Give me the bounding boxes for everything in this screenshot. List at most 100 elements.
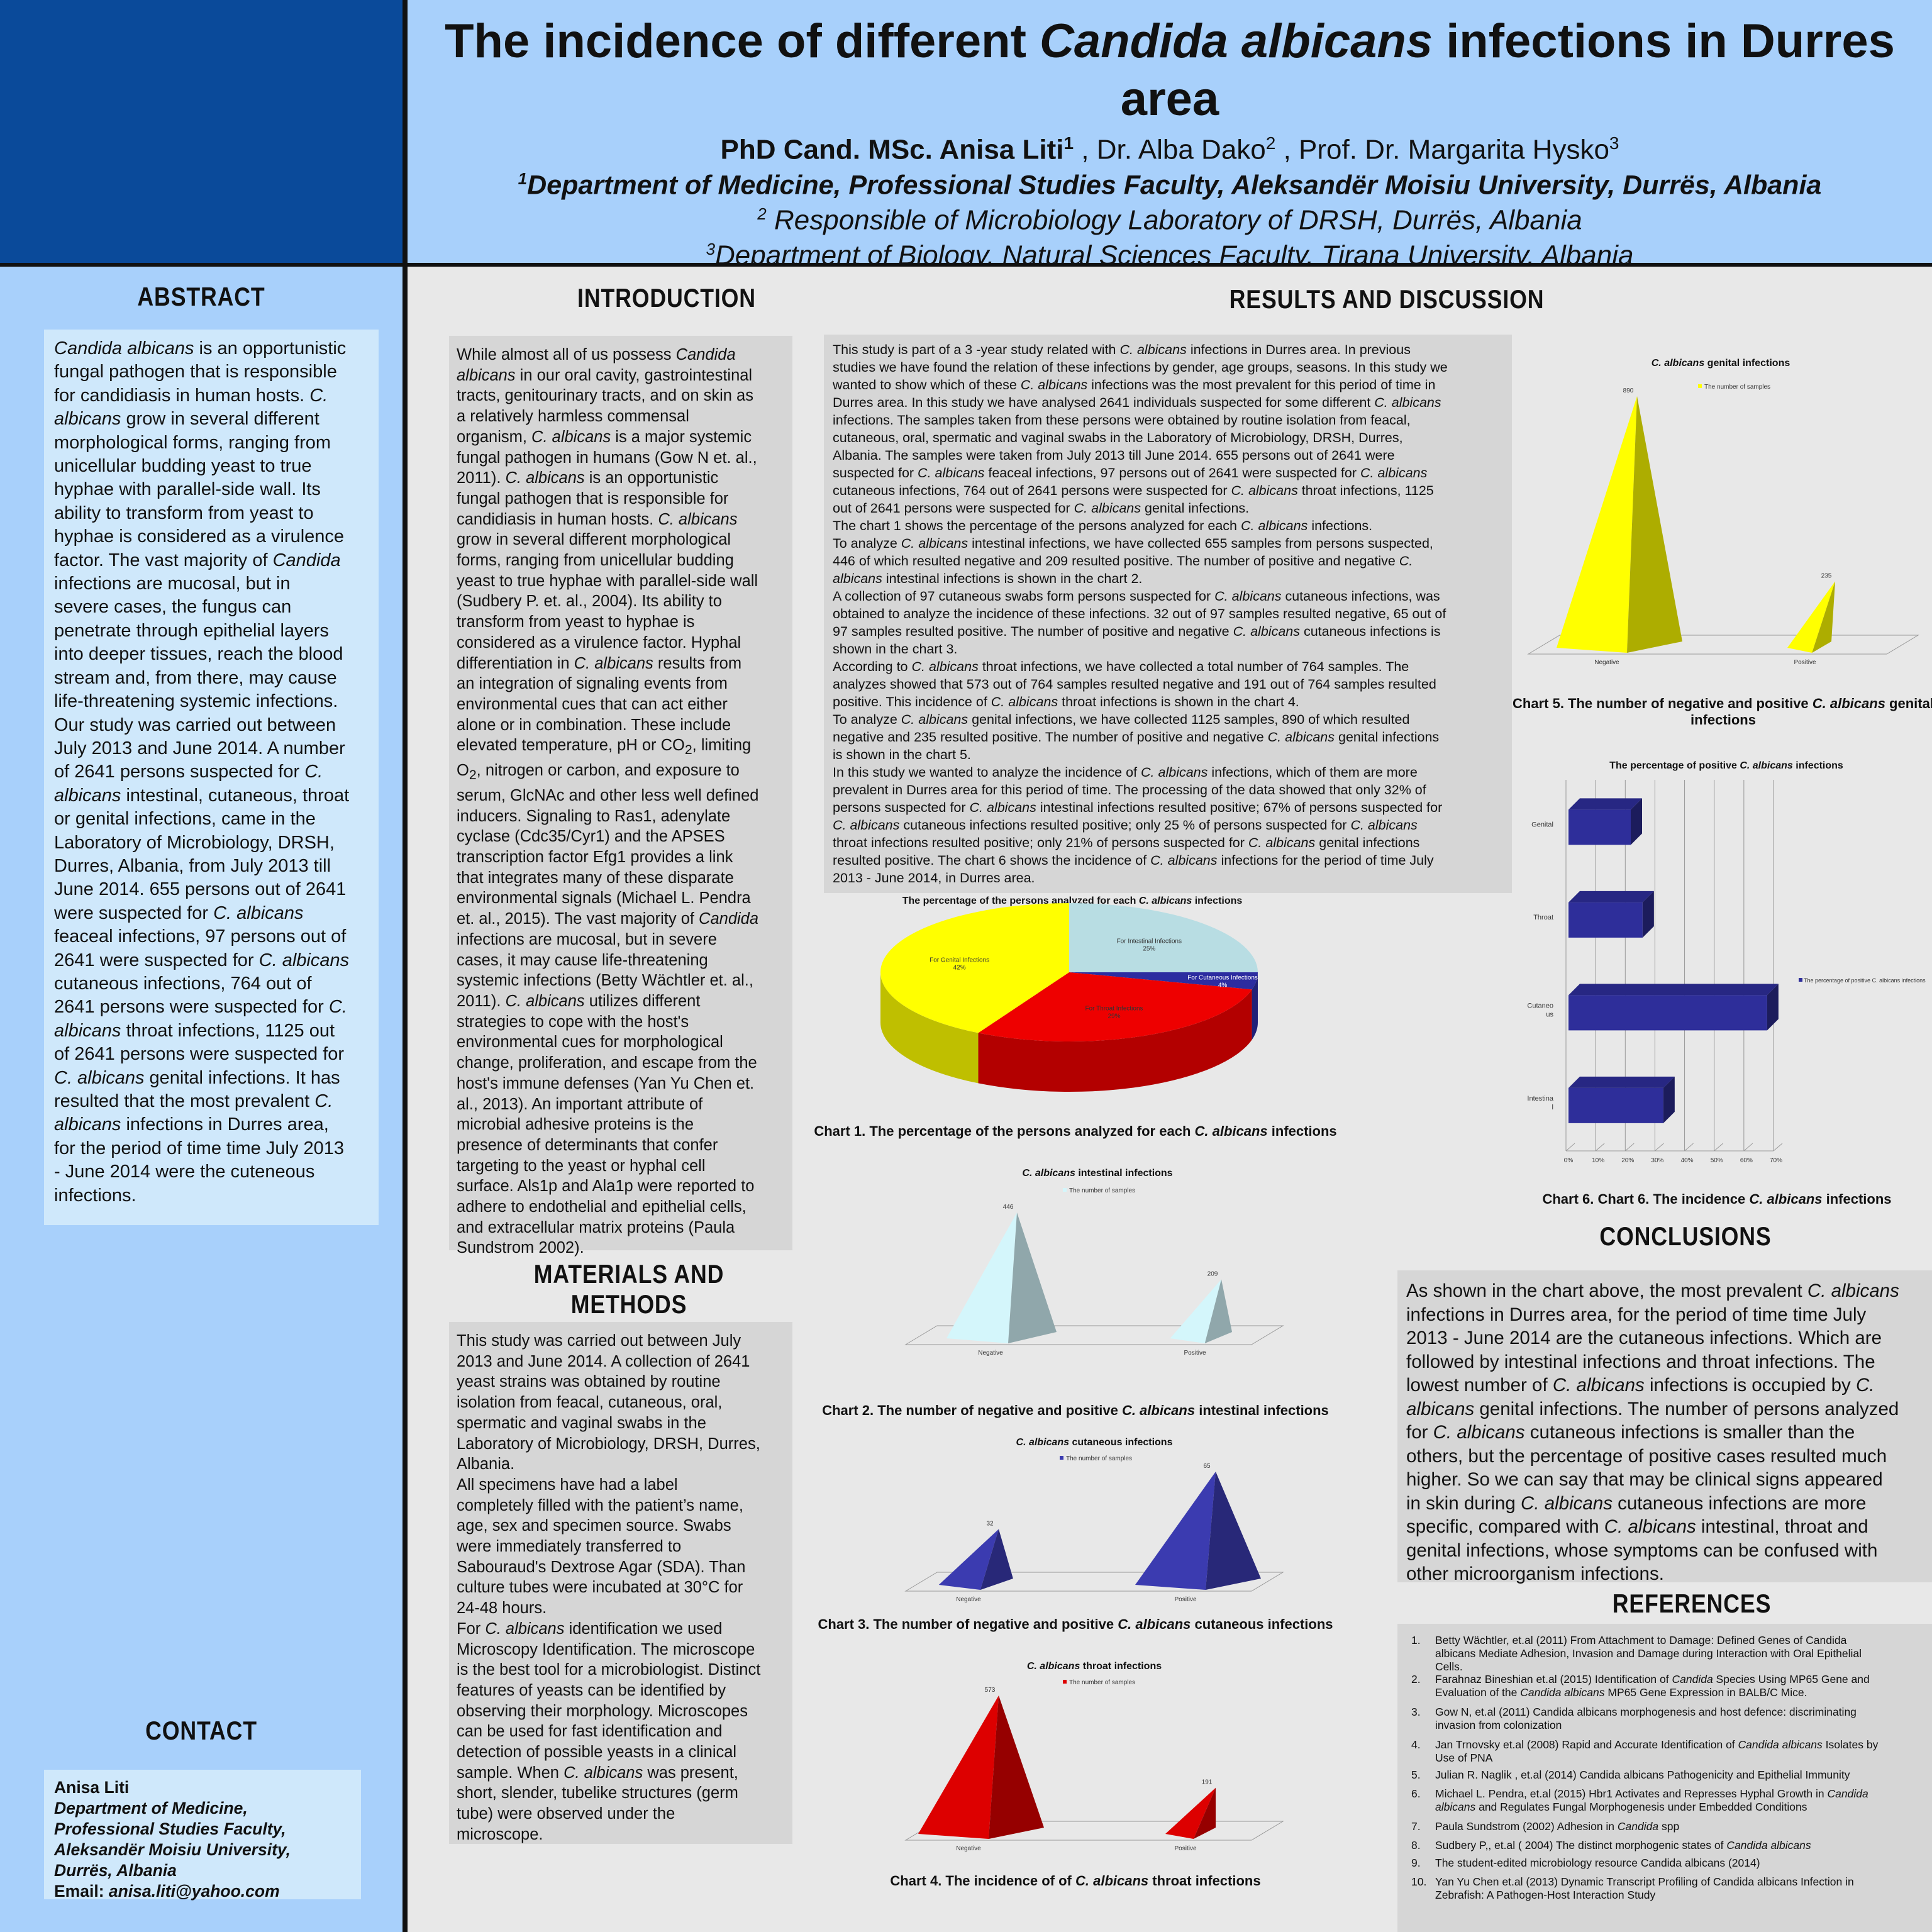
- introduction-line: fungal pathogen in humans (Gow N et. al.…: [457, 448, 757, 467]
- abstract-line: Laboratory of Microbiology, DRSH,: [54, 832, 335, 853]
- results-line: prevalent in Durres area for this period…: [833, 782, 1426, 797]
- bar-throat-top: [1568, 891, 1654, 902]
- pyramid-negative-front: [1557, 396, 1637, 653]
- reference-text: Jan Trnovsky et.al (2008) Rapid and Accu…: [1435, 1738, 1879, 1764]
- chart2-caption: Chart 2. The number of negative and posi…: [786, 1402, 1365, 1419]
- chart3-caption: Chart 3. The number of negative and posi…: [786, 1616, 1365, 1633]
- introduction-line: environmental cues that can act either: [457, 695, 728, 713]
- introduction-line: presence of determinants that confer: [457, 1136, 718, 1154]
- results-line: analyzes showed that 573 out of 764 samp…: [833, 677, 1436, 692]
- pie-slice-for-genital-infections: [880, 903, 1069, 1033]
- abstract-line: factor. The vast majority of Candida: [54, 550, 341, 570]
- methods-line: For C. albicans identification we used: [457, 1619, 723, 1638]
- introduction-line: adhere to endothelial and epithelial cel…: [457, 1198, 747, 1216]
- x-tick-label: 50%: [1711, 1157, 1723, 1164]
- aff-2-sup: 2: [757, 204, 767, 223]
- abstract-line: resulted that the most prevalent C.: [54, 1091, 333, 1111]
- pie-percent-label: 29%: [1108, 1013, 1120, 1020]
- category-label: l: [1552, 1104, 1553, 1111]
- chart4-caption: Chart 4. The incidence of of C. albicans…: [786, 1873, 1365, 1889]
- introduction-line: host's immune defenses (Yan Yu Chen et.: [457, 1074, 755, 1092]
- author-3: , Prof. Dr. Margarita Hysko: [1275, 134, 1609, 165]
- results-line: 446 of which resulted negative and 209 r…: [833, 553, 1413, 569]
- introduction-line: an integration of signaling events from: [457, 675, 728, 693]
- results-line: cutaneous infections, 764 out of 2641 pe…: [833, 483, 1434, 498]
- introduction-line: Sundstrom 2002).: [457, 1239, 584, 1257]
- introduction-line: cyclase (Cdc35/Cyr1) and the APSES: [457, 828, 725, 846]
- reference-number: 7.: [1411, 1820, 1421, 1833]
- bar-cutaneous-front: [1568, 995, 1767, 1031]
- results-line: obtained to analyze the incidence of the…: [833, 606, 1446, 621]
- introduction-line: environmental signals (Michael L. Pendra: [457, 889, 751, 908]
- pyramid-positive-front: [1135, 1472, 1216, 1590]
- reference-text: Gow N, et.al (2011) Candida albicans mor…: [1435, 1706, 1857, 1731]
- gridline-foot: [1565, 1143, 1575, 1152]
- pyramid-value-label: 209: [1208, 1270, 1218, 1277]
- abstract-line: ability to transform from yeast to: [54, 502, 314, 523]
- introduction-line: serum, GlcNAc and other less well define…: [457, 786, 759, 804]
- methods-line: Sabouraud's Dextrose Agar (SDA). Than: [457, 1558, 746, 1576]
- poster-title-line2: area: [1120, 72, 1219, 126]
- category-label: Negative: [956, 1845, 981, 1852]
- conclusions-line: higher. So we can say that may be clinic…: [1406, 1469, 1883, 1490]
- email-link[interactable]: anisa.liti@yahoo.com: [108, 1882, 280, 1901]
- methods-line: microscope.: [457, 1825, 543, 1843]
- contact-affiliation: Department of Medicine, Professional Stud…: [54, 1798, 351, 1881]
- chart-floor: [904, 1572, 1284, 1592]
- chart2-caption-text: Chart 2. The number of negative and posi…: [822, 1402, 1329, 1418]
- legend-label: The percentage of positive C. albicans i…: [1804, 977, 1926, 984]
- reference-item: 6. Michael L. Pendra, et.al (2015) Hbr1 A…: [1407, 1787, 1923, 1814]
- bar-throat-front: [1568, 902, 1643, 938]
- abstract-line: unicellular budding yeast to true: [54, 456, 312, 477]
- conclusions-line: specific, compared with C. albicans inte…: [1406, 1516, 1868, 1537]
- introduction-line: a relatively harmless commensal: [457, 408, 689, 426]
- pie-label: For Throat Infections: [1085, 1006, 1143, 1013]
- introduction-line: O2, nitrogen or carbon, and exposure to: [457, 762, 740, 783]
- chart-title: The percentage of positive C. albicans i…: [1609, 760, 1843, 771]
- introduction-line: targeting to the yeast or hyphal cell: [457, 1157, 706, 1175]
- reference-number: 5.: [1411, 1768, 1421, 1781]
- pyramid-value-label: 32: [986, 1520, 994, 1527]
- chart6-horizontal-bars: The percentage of positive C. albicans i…: [1527, 760, 1926, 1164]
- introduction-line: tracts, genitourinary tracts, and on ski…: [457, 387, 753, 405]
- abstract-line: for candidiasis in human hosts. C.: [54, 385, 328, 406]
- bar-throat-side: [1642, 891, 1654, 938]
- results-line: Durres area. In this study we have analy…: [833, 395, 1441, 410]
- introduction-line: grow in several different morphological: [457, 531, 731, 549]
- results-line: In this study we wanted to analyze the i…: [833, 765, 1418, 780]
- contact-line: Aleksandër Moisiu University,: [54, 1840, 291, 1859]
- vertical-divider: [402, 0, 408, 1932]
- pyramid-value-label: 191: [1202, 1779, 1213, 1786]
- methods-line: This study was carried out between July: [457, 1332, 741, 1350]
- methods-line: can be used for fast identification and: [457, 1723, 723, 1741]
- abstract-heading: ABSTRACT: [137, 282, 265, 311]
- reference-text: Yan Yu Chen et.al (2013) Dynamic Transcr…: [1435, 1875, 1854, 1901]
- references-box: 1. Betty Wächtler, et.al (2011) From Atta…: [1397, 1624, 1932, 1932]
- reference-text: The student-edited microbiology resource…: [1435, 1857, 1760, 1869]
- results-line: 2013 - June 2014, in Durres area.: [833, 870, 1035, 886]
- chart5-caption: Chart 5. The number of negative and posi…: [1509, 696, 1932, 728]
- poster-header: The incidence of different Candida albic…: [408, 0, 1932, 271]
- x-tick-label: 30%: [1651, 1157, 1663, 1164]
- pyramid-positive-front: [1165, 1787, 1216, 1839]
- reference-item: 8. Sudbery P,, et.al ( 2004) The distinct…: [1407, 1839, 1923, 1852]
- methods-line: tube) were observed under the: [457, 1805, 675, 1823]
- abstract-line: infections.: [54, 1185, 136, 1206]
- results-line: cutaneous, oral, spermatic and vaginal s…: [833, 430, 1403, 445]
- introduction-line: et. al., 2015). The vast majority of Can…: [457, 910, 759, 928]
- gridline-foot: [1595, 1143, 1605, 1152]
- abstract-line: morphological forms, ranging from: [54, 432, 331, 453]
- pie-percent-label: 42%: [953, 965, 966, 972]
- abstract-line: were suspected for C. albicans: [54, 902, 304, 923]
- pie-side-for-genital-infections: [880, 972, 979, 1084]
- reference-item: 3. Gow N, et.al (2011) Candida albicans m…: [1407, 1706, 1923, 1732]
- gridline-foot: [1655, 1143, 1664, 1152]
- pie-slice-for-intestinal-infections: [1069, 903, 1258, 972]
- abstract-line: for the period of time time July 2013: [54, 1138, 345, 1158]
- introduction-line: elevated temperature, pH or CO2, limitin…: [457, 736, 752, 758]
- contact-heading: CONTACT: [145, 1716, 257, 1745]
- pyramid-positive-side: [1204, 1279, 1233, 1343]
- pyramid-value-label: 446: [1003, 1204, 1014, 1211]
- pie-percent-label: 4%: [1218, 982, 1228, 989]
- reference-number: 10.: [1411, 1875, 1427, 1888]
